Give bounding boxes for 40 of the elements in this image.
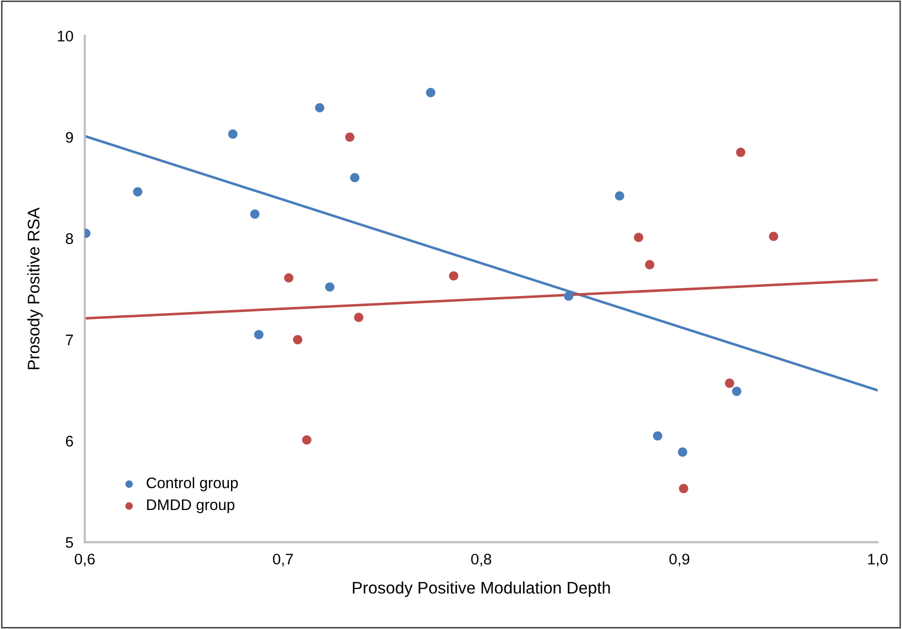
point — [293, 335, 302, 344]
y-tick-label: 9 — [66, 132, 73, 143]
y-tick-label: 7 — [66, 334, 73, 346]
point — [564, 291, 574, 301]
point — [732, 386, 742, 396]
point — [228, 129, 238, 139]
point — [614, 191, 624, 201]
x-tick-label: 0,7 — [272, 554, 293, 566]
x-tick-label: 0,6 — [74, 554, 95, 566]
y-tick-label: 10 — [58, 30, 74, 42]
x-tick-label: 0,9 — [669, 554, 690, 566]
legend-label: Control group — [146, 477, 238, 492]
point — [354, 312, 364, 322]
legend-label: DMDD group — [147, 499, 234, 514]
point — [250, 209, 260, 219]
point — [678, 484, 688, 494]
y-tick-label: 8 — [66, 233, 74, 244]
y-tick-label: 5 — [66, 537, 74, 548]
point — [645, 260, 654, 270]
point — [345, 132, 354, 142]
x-tick-label: 0,8 — [471, 554, 492, 566]
point — [678, 447, 688, 457]
point — [350, 172, 360, 182]
point — [325, 282, 334, 292]
point — [736, 148, 746, 157]
point — [652, 431, 662, 441]
point — [254, 330, 264, 340]
point — [133, 187, 142, 196]
y-axis-title: Prosody Positive RSA — [27, 208, 43, 370]
point — [724, 378, 734, 388]
x-tick-label: 1,0 — [868, 554, 888, 566]
y-tick-label: 6 — [66, 436, 74, 447]
point — [449, 271, 458, 281]
point — [768, 232, 778, 242]
point — [284, 273, 294, 283]
point — [634, 232, 644, 242]
x-axis-title: Prosody Positive Modulation Depth — [352, 581, 610, 597]
point — [302, 435, 312, 445]
point — [426, 88, 436, 98]
point — [315, 103, 324, 112]
